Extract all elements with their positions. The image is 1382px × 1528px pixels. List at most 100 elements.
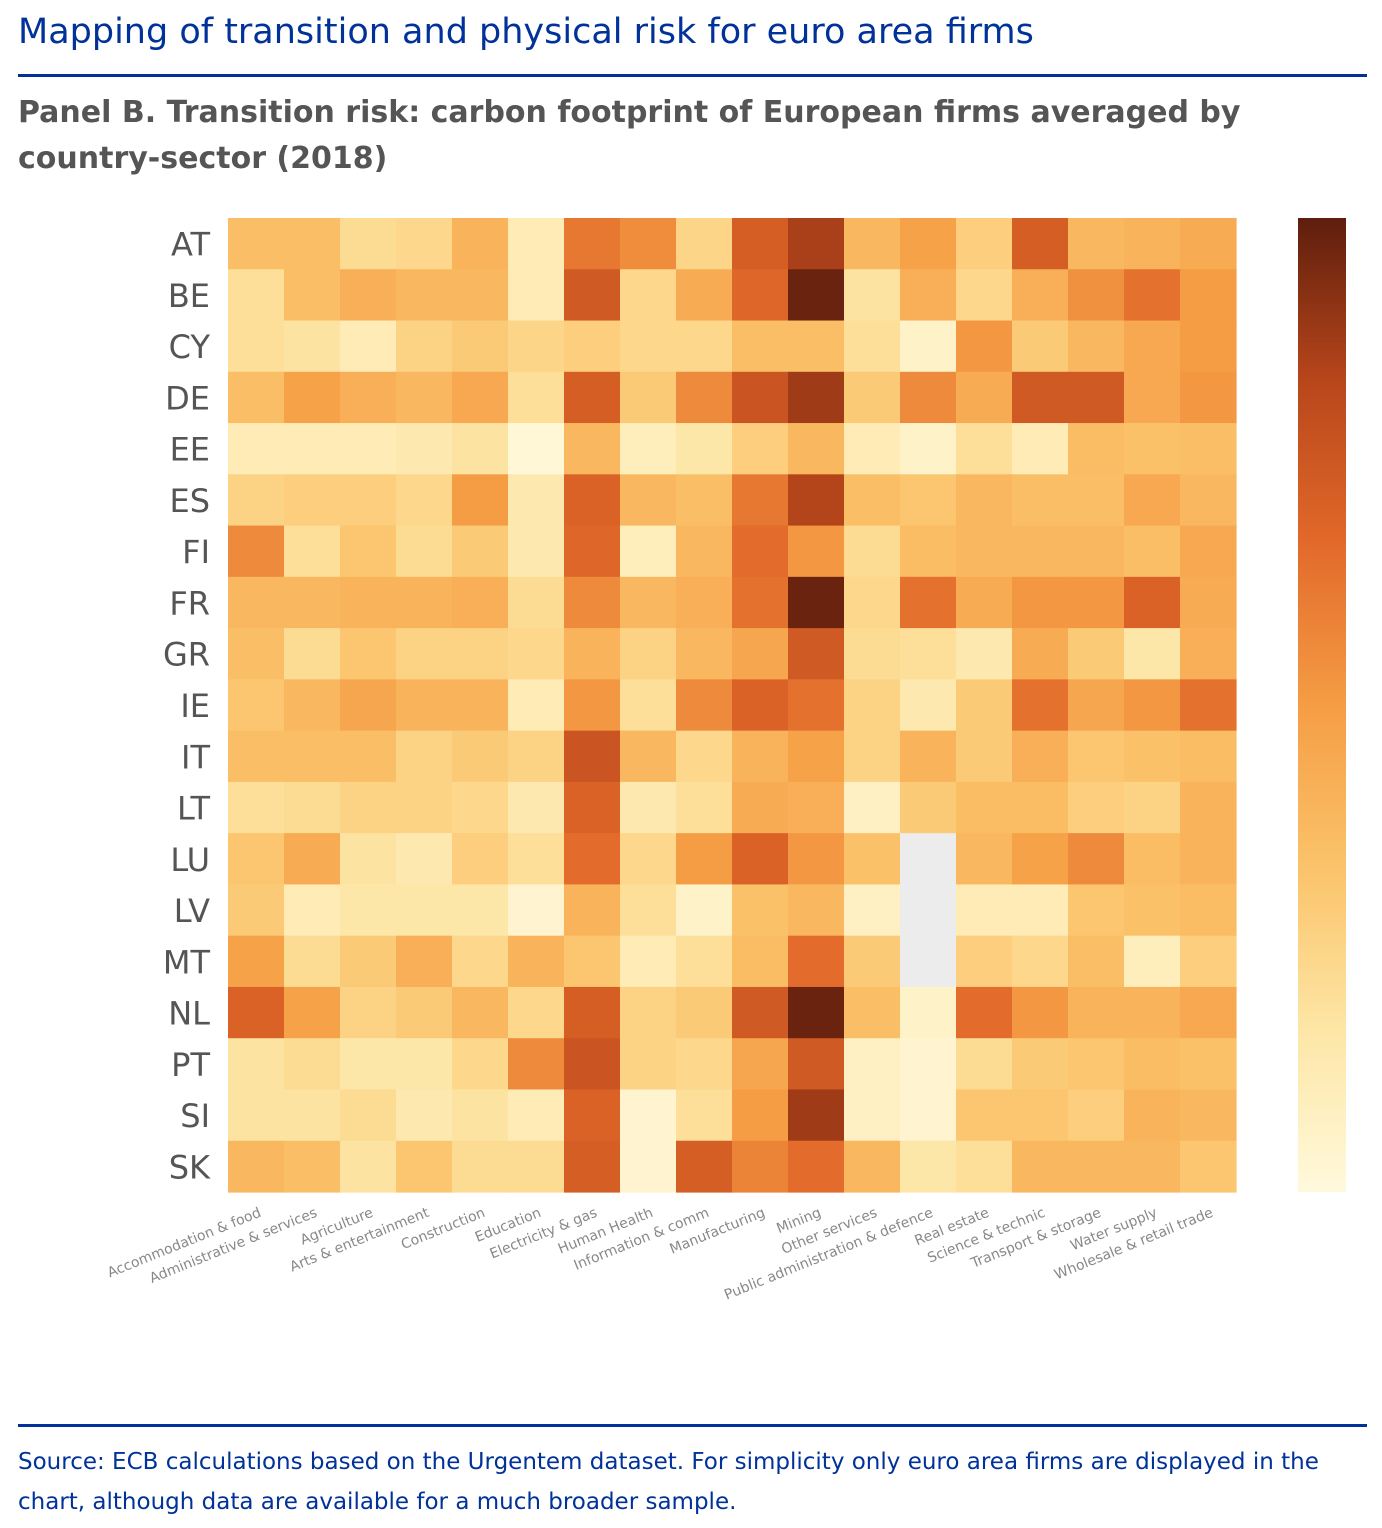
heatmap-cell	[620, 730, 677, 783]
heatmap-cell	[284, 884, 341, 937]
heatmap-cell	[844, 628, 901, 680]
heatmap-cell	[788, 986, 845, 1039]
heatmap-cell	[340, 525, 397, 578]
heatmap-cell	[1180, 679, 1237, 732]
heatmap-cell	[284, 269, 341, 322]
heatmap-cell	[228, 986, 285, 1039]
heatmap-cell	[508, 525, 565, 578]
heatmap-cell	[340, 474, 397, 527]
heatmap-cell	[788, 1140, 845, 1193]
heatmap-cell	[956, 269, 1013, 322]
heatmap-cell	[620, 423, 677, 475]
heatmap-cell	[844, 833, 901, 886]
heatmap-cell	[396, 679, 453, 732]
heatmap-cell	[844, 884, 901, 937]
heatmap-cell	[844, 474, 901, 527]
heatmap-cell	[788, 218, 845, 270]
heatmap-cell	[1068, 525, 1125, 578]
heatmap-cell	[396, 730, 453, 783]
heatmap-cell	[900, 935, 957, 988]
heatmap-cell	[732, 1089, 789, 1142]
heatmap-cell	[676, 986, 733, 1039]
heatmap-cell	[676, 884, 733, 937]
heatmap-cell	[788, 1089, 845, 1142]
heatmap-cell	[508, 218, 565, 270]
heatmap-cell	[1124, 1089, 1181, 1142]
heatmap-chart: AT BE CY DE EE ES FI FR GR IE IT LT LU LV MT NL PT SI SK A…	[105, 218, 1346, 1303]
heatmap-cell	[1124, 423, 1181, 475]
heatmap-cell	[1124, 371, 1181, 424]
y-tick-label: DE	[165, 379, 210, 417]
heatmap-cell	[620, 833, 677, 886]
heatmap-cell	[676, 1140, 733, 1193]
heatmap-cell	[452, 576, 509, 629]
heatmap-cell	[564, 884, 621, 937]
heatmap-cell	[676, 371, 733, 424]
heatmap-cell	[508, 679, 565, 732]
heatmap-cell	[620, 628, 677, 680]
heatmap-cell	[1124, 628, 1181, 680]
heatmap-cell	[1180, 371, 1237, 424]
heatmap-cell	[508, 423, 565, 475]
heatmap-cell	[788, 679, 845, 732]
source-rule	[18, 1424, 1367, 1427]
heatmap-cell	[1124, 935, 1181, 988]
heatmap-cell	[228, 833, 285, 886]
heatmap-cell	[900, 884, 957, 937]
heatmap-cell	[844, 525, 901, 578]
heatmap-cell	[844, 730, 901, 783]
heatmap-cell	[340, 1089, 397, 1142]
heatmap-cell	[340, 423, 397, 475]
heatmap-cell	[788, 525, 845, 578]
heatmap-cell	[956, 1140, 1013, 1193]
heatmap-cell	[900, 1038, 957, 1091]
heatmap-cell	[732, 423, 789, 475]
heatmap-cell	[956, 218, 1013, 270]
heatmap-cell	[620, 679, 677, 732]
heatmap-cell	[340, 781, 397, 834]
heatmap-cell	[564, 986, 621, 1039]
heatmap-cell	[1012, 628, 1069, 680]
heatmap-cell	[620, 1140, 677, 1193]
heatmap-cell	[1068, 986, 1125, 1039]
y-tick-label: LU	[170, 841, 210, 879]
heatmap-cell	[844, 576, 901, 629]
y-tick-label: PT	[171, 1046, 210, 1084]
heatmap-cell	[1068, 935, 1125, 988]
heatmap-cell	[228, 1038, 285, 1091]
heatmap-cell	[1180, 1038, 1237, 1091]
heatmap-cell	[228, 269, 285, 322]
heatmap-cell	[676, 935, 733, 988]
heatmap-cell	[732, 781, 789, 834]
heatmap-cell	[396, 884, 453, 937]
heatmap-cell	[900, 423, 957, 475]
heatmap-cell	[228, 730, 285, 783]
heatmap-cell	[956, 833, 1013, 886]
heatmap-cell	[844, 1140, 901, 1193]
heatmap-cell	[508, 781, 565, 834]
heatmap-cell	[1124, 525, 1181, 578]
heatmap-cell	[228, 371, 285, 424]
heatmap-cell	[620, 371, 677, 424]
heatmap-cell	[1180, 781, 1237, 834]
heatmap-cell	[284, 423, 341, 475]
heatmap-cell	[228, 320, 285, 373]
heatmap-cell	[956, 986, 1013, 1039]
heatmap-cell	[1068, 423, 1125, 475]
heatmap-cell	[732, 884, 789, 937]
heatmap-cell	[900, 986, 957, 1039]
heatmap-cell	[1180, 935, 1237, 988]
heatmap-cell	[228, 628, 285, 680]
heatmap-cell	[228, 884, 285, 937]
heatmap-cell	[564, 1038, 621, 1091]
heatmap-cell	[452, 423, 509, 475]
heatmap-cell	[1012, 884, 1069, 937]
heatmap-cell	[1012, 576, 1069, 629]
y-tick-label: CY	[169, 328, 211, 366]
heatmap-cell	[508, 833, 565, 886]
heatmap-cell	[228, 218, 285, 270]
heatmap-cell	[284, 679, 341, 732]
heatmap-cell	[1068, 218, 1125, 270]
heatmap-cell	[732, 679, 789, 732]
heatmap-cell	[1124, 576, 1181, 629]
